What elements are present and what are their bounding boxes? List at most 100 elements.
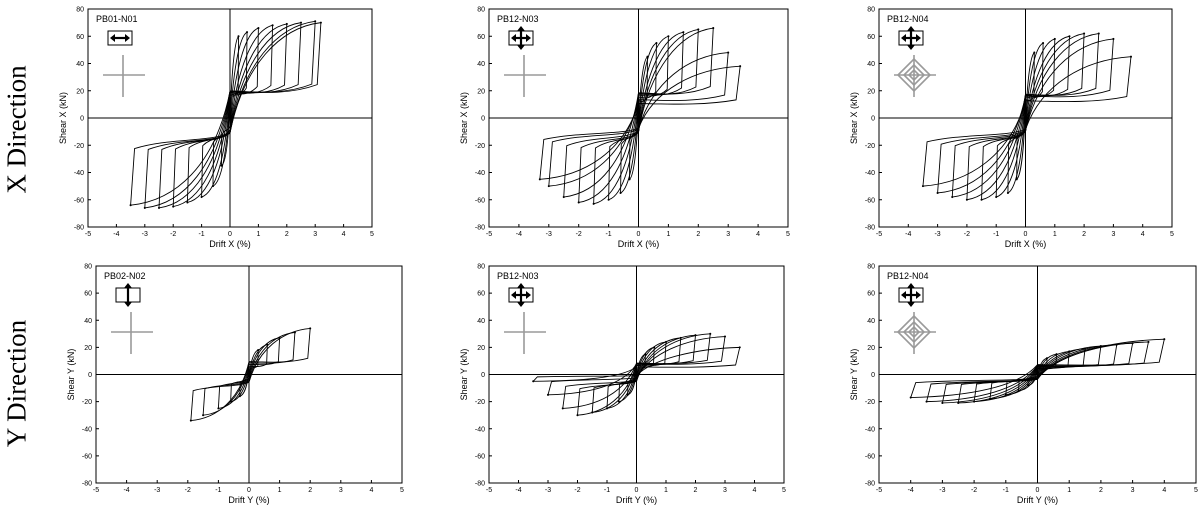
data-point xyxy=(909,396,912,399)
x-tick-label: 2 xyxy=(694,487,698,494)
data-point xyxy=(143,206,146,209)
data-point xyxy=(936,191,939,194)
hysteresis-loop xyxy=(910,338,1165,399)
panel-title: PB01-N01 xyxy=(96,14,138,24)
load-path-sketch-icon xyxy=(103,55,145,97)
data-point xyxy=(628,178,631,181)
x-tick-label: -1 xyxy=(604,487,610,494)
hysteresis-curve xyxy=(538,27,742,205)
y-tick-label: 0 xyxy=(88,372,92,379)
x-tick-label: 1 xyxy=(664,487,668,494)
x-tick-label: 2 xyxy=(308,487,312,494)
x-tick-label: 5 xyxy=(1170,231,1174,238)
hysteresis-loop xyxy=(539,65,741,180)
data-point xyxy=(309,327,312,330)
data-point xyxy=(592,202,595,205)
x-tick-label: -1 xyxy=(198,231,204,238)
y-tick-label: -20 xyxy=(82,399,92,406)
y-tick-label: -20 xyxy=(74,143,84,150)
y-tick-label: -20 xyxy=(475,399,485,406)
x-tick-label: 4 xyxy=(753,487,757,494)
y-tick-label: -20 xyxy=(865,143,875,150)
x-tick-label: 0 xyxy=(228,231,232,238)
x-tick-label: -1 xyxy=(993,231,999,238)
data-point xyxy=(965,198,968,201)
y-tick-label: 20 xyxy=(867,345,875,352)
y-tick-label: 60 xyxy=(76,34,84,41)
hysteresis-curve xyxy=(532,332,741,417)
y-tick-label: -60 xyxy=(475,453,485,460)
y-axis-label: Shear X (kN) xyxy=(849,92,859,144)
y-tick-label: 80 xyxy=(867,7,875,14)
data-point xyxy=(1006,191,1009,194)
hysteresis-loop xyxy=(563,27,714,198)
data-point xyxy=(607,198,610,201)
quad-arrow-icon xyxy=(898,283,924,307)
quad-arrow-icon xyxy=(508,26,534,50)
data-point xyxy=(200,195,203,199)
data-point xyxy=(172,205,175,208)
x-tick-label: -5 xyxy=(85,231,91,238)
data-point xyxy=(619,191,622,194)
y-tick-label: -80 xyxy=(475,225,485,232)
quad-arrow-icon xyxy=(898,26,924,50)
y-axis-label: Shear X (kN) xyxy=(58,92,68,144)
data-point xyxy=(667,35,670,38)
x-tick-label: -3 xyxy=(546,231,552,238)
x-tick-label: -3 xyxy=(545,487,551,494)
data-point xyxy=(957,401,960,405)
data-point xyxy=(257,27,260,30)
y-tick-label: 80 xyxy=(867,264,875,271)
y-axis-label: Shear Y (kN) xyxy=(459,349,469,401)
arrow-heads-h xyxy=(901,291,921,299)
load-path-sketch-icon xyxy=(894,312,936,354)
y-tick-label: -80 xyxy=(82,481,92,488)
data-point xyxy=(921,185,925,188)
y-tick-label: 40 xyxy=(84,318,92,325)
x-tick-label: 4 xyxy=(342,231,346,238)
x-axis-label: Drift X (%) xyxy=(618,239,660,249)
data-point xyxy=(577,201,580,204)
y-tick-label: 0 xyxy=(481,372,485,379)
x-tick-label: 0 xyxy=(637,231,641,238)
y-tick-label: -20 xyxy=(475,143,485,150)
y-tick-label: -20 xyxy=(865,399,875,406)
chart-panel-3: -5 -4 -3 -2 -1 0 1 2 3 4 5 -80 -60 -40 -20 0 20 40 60 80 Dri… xyxy=(849,7,1174,250)
hysteresis-loop xyxy=(925,341,1150,403)
data-point xyxy=(538,178,541,181)
panel-title: PB12-N04 xyxy=(887,271,929,281)
y-axis-label: Shear Y (kN) xyxy=(66,349,76,401)
data-point xyxy=(712,27,715,30)
y-tick-label: -60 xyxy=(475,197,485,204)
x-tick-label: 2 xyxy=(285,231,289,238)
data-point xyxy=(299,21,303,24)
x-axis-label: Drift Y (%) xyxy=(1017,495,1058,505)
y-tick-label: 80 xyxy=(76,7,84,14)
hysteresis-loop xyxy=(937,38,1114,194)
hysteresis-curve xyxy=(129,20,322,209)
data-point xyxy=(1033,51,1036,54)
y-tick-label: 80 xyxy=(477,264,485,271)
double-arrow-horizontal-icon xyxy=(107,30,133,46)
data-point xyxy=(1112,37,1115,41)
data-point xyxy=(245,31,249,34)
y-tick-label: -80 xyxy=(865,225,875,232)
y-tick-label: 40 xyxy=(867,318,875,325)
data-point xyxy=(271,24,274,27)
y-tick-label: 20 xyxy=(477,345,485,352)
data-point xyxy=(739,65,742,68)
data-point xyxy=(237,35,240,38)
data-point xyxy=(189,419,192,422)
x-tick-label: -2 xyxy=(574,487,580,494)
hysteresis-curve xyxy=(189,327,312,422)
data-point xyxy=(129,204,132,207)
data-point xyxy=(925,400,928,403)
load-path-sketch-icon xyxy=(894,55,936,97)
y-tick-label: 60 xyxy=(867,291,875,298)
x-tick-label: -3 xyxy=(154,487,160,494)
x-tick-label: 1 xyxy=(256,231,260,238)
data-point xyxy=(576,414,579,417)
chart-panel-2: -5 -4 -3 -2 -1 0 1 2 3 4 5 -80 -60 -40 -20 0 20 40 60 80 Dri… xyxy=(459,7,790,250)
x-tick-label: 2 xyxy=(1099,487,1103,494)
y-tick-label: 20 xyxy=(867,88,875,95)
